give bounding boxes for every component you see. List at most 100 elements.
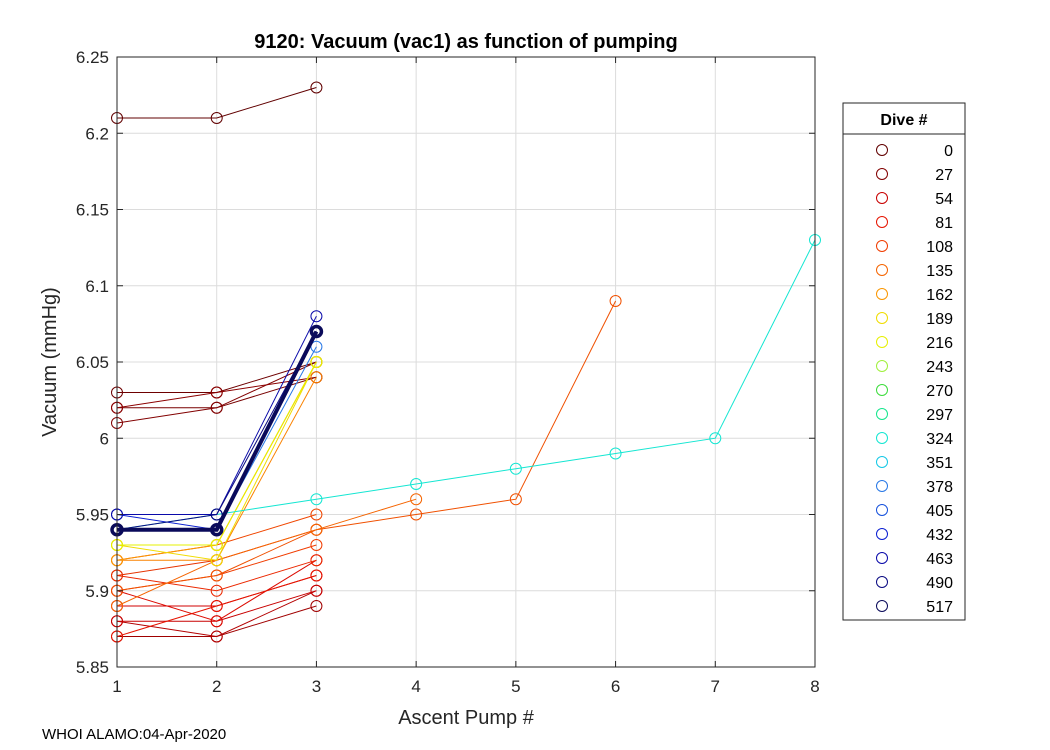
legend: Dive # 0 27 54 81 108 135 162 189 216 243 270 297 32… bbox=[842, 102, 966, 621]
data-point bbox=[310, 584, 323, 597]
legend-label: 216 bbox=[926, 335, 953, 352]
legend-label: 432 bbox=[926, 527, 953, 544]
x-tick-label: 7 bbox=[711, 677, 720, 696]
legend-marker bbox=[876, 336, 888, 348]
data-point bbox=[310, 569, 323, 582]
data-point bbox=[310, 554, 323, 567]
legend-label: 517 bbox=[926, 599, 953, 616]
legend-entry: 27 bbox=[876, 167, 953, 184]
data-point bbox=[210, 615, 223, 628]
series-line bbox=[116, 559, 317, 622]
y-axis-label: Vacuum (mmHg) bbox=[39, 287, 61, 437]
data-point bbox=[309, 324, 324, 339]
legend-marker bbox=[876, 576, 888, 588]
legend-marker bbox=[876, 528, 888, 540]
legend-label: 54 bbox=[935, 191, 953, 208]
legend-label: 243 bbox=[926, 359, 953, 376]
legend-marker bbox=[876, 384, 888, 396]
series-line bbox=[116, 361, 317, 424]
data-point bbox=[210, 386, 223, 399]
x-tick-label: 1 bbox=[112, 677, 121, 696]
legend-entry: 135 bbox=[876, 263, 953, 280]
legend-label: 270 bbox=[926, 383, 953, 400]
data-point bbox=[410, 478, 423, 490]
legend-entry: 270 bbox=[876, 383, 953, 400]
series-line bbox=[117, 87, 317, 119]
data-point bbox=[310, 493, 323, 506]
y-tick-label: 6.2 bbox=[85, 124, 109, 143]
data-point bbox=[210, 600, 223, 612]
legend-entry: 54 bbox=[876, 191, 953, 208]
legend-marker bbox=[876, 360, 888, 372]
x-tick-label: 3 bbox=[312, 677, 321, 696]
legend-label: 405 bbox=[926, 503, 953, 520]
legend-label: 324 bbox=[926, 431, 953, 448]
chart-title: 9120: Vacuum (vac1) as function of pumpi… bbox=[254, 31, 677, 53]
y-tick-label: 6.15 bbox=[76, 201, 109, 220]
legend-label: 135 bbox=[926, 263, 953, 280]
series-line bbox=[116, 239, 816, 531]
legend-marker bbox=[876, 552, 888, 564]
legend-label: 351 bbox=[926, 455, 953, 472]
y-tick-label: 5.95 bbox=[76, 506, 109, 525]
legend-entry: 432 bbox=[876, 527, 953, 544]
legend-entry: 517 bbox=[876, 599, 953, 616]
series-line bbox=[116, 498, 417, 607]
data-point bbox=[210, 539, 223, 551]
legend-marker bbox=[876, 144, 888, 156]
data-point bbox=[609, 447, 622, 460]
x-tick-label: 5 bbox=[511, 677, 520, 696]
legend-marker bbox=[876, 216, 888, 228]
data-point bbox=[310, 310, 323, 323]
legend-entry: 216 bbox=[876, 335, 953, 352]
data-point bbox=[609, 295, 622, 307]
legend-marker bbox=[876, 288, 888, 300]
data-point bbox=[210, 584, 223, 597]
data-point bbox=[210, 630, 223, 643]
legend-entry: 81 bbox=[876, 215, 953, 232]
x-tick-label: 6 bbox=[611, 677, 620, 696]
data-point bbox=[310, 81, 323, 94]
series-line bbox=[117, 361, 317, 546]
data-point bbox=[310, 600, 323, 612]
legend-box bbox=[842, 102, 966, 621]
y-axis-ticks: 5.85 5.9 5.95 6 6.05 6.1 6.15 6.2 6.25 bbox=[76, 48, 815, 677]
legend-entry: 297 bbox=[876, 407, 953, 424]
legend-marker bbox=[876, 264, 888, 276]
x-tick-label: 8 bbox=[810, 677, 819, 696]
legend-entry: 189 bbox=[876, 311, 953, 328]
x-tick-label: 4 bbox=[411, 677, 420, 696]
data-point bbox=[310, 371, 323, 384]
series-d23 bbox=[111, 234, 821, 536]
legend-marker bbox=[876, 600, 888, 612]
legend-entry: 162 bbox=[876, 287, 953, 304]
legend-entry: 405 bbox=[876, 503, 953, 520]
legend-marker bbox=[876, 432, 888, 444]
series-line bbox=[116, 559, 317, 592]
data-point bbox=[310, 523, 323, 536]
y-tick-label: 6 bbox=[100, 429, 109, 448]
series-d16 bbox=[111, 295, 622, 597]
data-point bbox=[709, 432, 722, 445]
y-tick-label: 6.05 bbox=[76, 353, 109, 372]
x-axis-label: Ascent Pump # bbox=[398, 707, 535, 729]
legend-entry: 463 bbox=[876, 551, 953, 568]
data-point bbox=[210, 401, 223, 414]
legend-marker bbox=[876, 312, 888, 324]
data-point bbox=[410, 508, 423, 521]
legend-title: Dive # bbox=[880, 112, 927, 129]
series-group bbox=[110, 81, 821, 643]
data-point bbox=[210, 554, 223, 567]
series-line bbox=[116, 331, 317, 531]
data-point bbox=[410, 493, 423, 506]
legend-entry: 243 bbox=[876, 359, 953, 376]
legend-label: 490 bbox=[926, 575, 953, 592]
y-tick-label: 6.1 bbox=[85, 277, 109, 296]
legend-marker bbox=[876, 168, 888, 180]
legend-label: 189 bbox=[926, 311, 953, 328]
footer-stamp: WHOI ALAMO:04-Apr-2020 bbox=[42, 726, 227, 743]
legend-marker bbox=[876, 480, 888, 492]
data-point bbox=[210, 112, 223, 124]
series-line bbox=[116, 361, 317, 561]
